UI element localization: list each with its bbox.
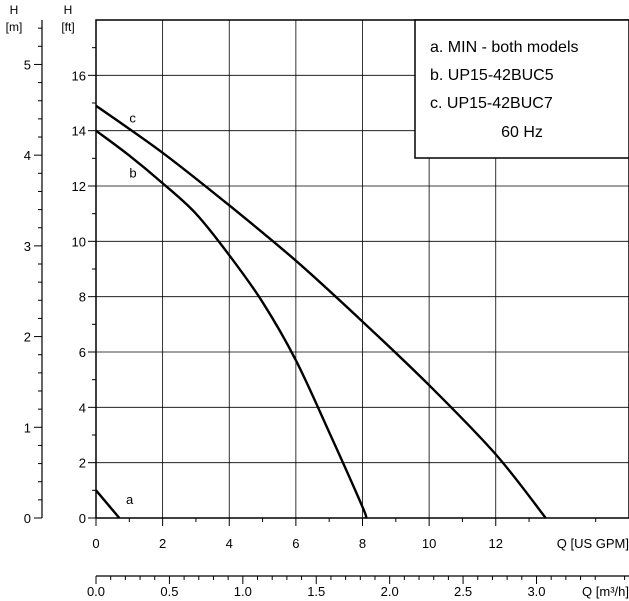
m3h-axis-title: Q [m³/h] <box>582 584 629 599</box>
legend-item-a: a. MIN - both models <box>430 39 579 56</box>
gpm-tick-label: 8 <box>359 536 366 551</box>
m-tick-label: 1 <box>24 420 31 435</box>
curves: a b c <box>95 104 547 519</box>
m-tick-label: 3 <box>24 239 31 254</box>
grid <box>95 20 629 519</box>
m3h-axis-ticks: 0.0 0.5 1.0 1.5 2.0 2.5 3.0 <box>87 576 626 599</box>
curve-label-b: b <box>129 166 136 181</box>
ft-axis-title-h: H <box>64 3 73 17</box>
legend-frequency: 60 Hz <box>501 124 543 141</box>
m3h-tick-label: 2.0 <box>381 584 399 599</box>
gpm-axis-ticks: 0 2 4 6 8 10 12 <box>92 518 597 551</box>
m-axis-title-unit: [m] <box>6 20 23 34</box>
legend: a. MIN - both models b. UP15-42BUC5 c. U… <box>414 19 629 159</box>
gpm-tick-label: 10 <box>422 536 436 551</box>
m3h-tick-label: 1.0 <box>234 584 252 599</box>
curve-a <box>95 489 121 519</box>
m3h-tick-label: 1.5 <box>307 584 325 599</box>
legend-item-b: b. UP15-42BUC5 <box>430 67 554 84</box>
gpm-tick-label: 12 <box>489 536 503 551</box>
ft-tick-label: 2 <box>79 456 86 471</box>
ft-tick-label: 16 <box>72 68 86 83</box>
curve-label-a: a <box>126 492 134 507</box>
m-tick-label: 4 <box>24 148 31 163</box>
ft-axis-title-unit: [ft] <box>61 20 74 34</box>
m3h-tick-label: 2.5 <box>454 584 472 599</box>
curve-b <box>95 129 368 519</box>
ft-tick-label: 12 <box>72 179 86 194</box>
gpm-tick-label: 4 <box>226 536 233 551</box>
m-axis-title-h: H <box>10 3 19 17</box>
ft-tick-label: 10 <box>72 234 86 249</box>
ft-tick-label: 0 <box>79 511 86 526</box>
m-axis-ticks: 0 1 2 3 4 5 <box>24 27 42 526</box>
m3h-tick-label: 0.0 <box>87 584 105 599</box>
curve-label-c: c <box>129 110 136 125</box>
gpm-tick-label: 6 <box>292 536 299 551</box>
gpm-tick-label: 0 <box>92 536 99 551</box>
curve-c <box>95 104 547 519</box>
ft-tick-label: 6 <box>79 345 86 360</box>
ft-tick-label: 4 <box>79 400 86 415</box>
m3h-tick-label: 0.5 <box>160 584 178 599</box>
gpm-tick-label: 2 <box>159 536 166 551</box>
m-tick-label: 5 <box>24 57 31 72</box>
m-tick-label: 2 <box>24 330 31 345</box>
m-tick-label: 0 <box>24 511 31 526</box>
legend-box <box>414 19 629 159</box>
gpm-axis-title: Q [US GPM] <box>557 536 629 551</box>
m3h-tick-label: 3.0 <box>527 584 545 599</box>
ft-tick-label: 8 <box>79 290 86 305</box>
legend-item-c: c. UP15-42BUC7 <box>430 95 553 112</box>
ft-tick-label: 14 <box>72 124 86 139</box>
ft-axis-ticks: 0 2 4 6 8 10 12 14 16 <box>72 47 96 526</box>
